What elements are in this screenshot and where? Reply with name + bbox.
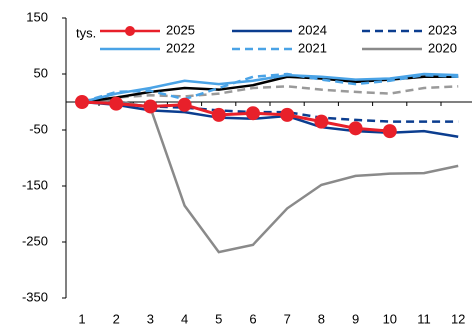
x-tick-label: 4 bbox=[181, 311, 188, 326]
unit-label: tys. bbox=[76, 25, 96, 40]
x-tick-label: 1 bbox=[78, 311, 85, 326]
y-tick-label: -50 bbox=[29, 121, 48, 136]
x-tick-label: 2 bbox=[113, 311, 120, 326]
point bbox=[348, 121, 363, 136]
point bbox=[211, 107, 226, 122]
series-line bbox=[81, 85, 459, 104]
legend-label: 2020 bbox=[428, 40, 457, 55]
x-tick-label: 6 bbox=[249, 311, 256, 326]
x-tick-label: 9 bbox=[352, 311, 359, 326]
x-tick-label: 8 bbox=[318, 311, 325, 326]
series-line bbox=[81, 72, 459, 104]
series-line bbox=[81, 75, 459, 104]
point bbox=[75, 95, 89, 109]
point bbox=[382, 124, 397, 139]
series-line bbox=[81, 100, 390, 133]
y-tick-label: -250 bbox=[22, 233, 48, 248]
legend-label: 2021 bbox=[298, 40, 327, 55]
legend-bg bbox=[96, 22, 470, 58]
x-tick-label: 12 bbox=[451, 311, 465, 326]
point bbox=[280, 107, 295, 122]
point bbox=[314, 114, 329, 129]
x-tick-label: 11 bbox=[417, 311, 431, 326]
x-tick-label: 10 bbox=[383, 311, 397, 326]
legend-label: 2022 bbox=[166, 40, 195, 55]
point bbox=[109, 96, 124, 111]
legend-label: 2024 bbox=[298, 22, 327, 37]
x-tick-label: 5 bbox=[215, 311, 222, 326]
y-tick-label: 150 bbox=[26, 9, 48, 24]
y-tick-label: 50 bbox=[34, 65, 48, 80]
x-tick-label: 3 bbox=[147, 311, 154, 326]
point bbox=[246, 106, 260, 121]
point bbox=[143, 99, 158, 114]
series-line bbox=[81, 100, 459, 138]
x-tick-label: 7 bbox=[284, 311, 291, 326]
y-tick-label: -350 bbox=[22, 289, 48, 304]
legend-label: 2023 bbox=[428, 22, 457, 37]
y-tick-label: -150 bbox=[22, 177, 48, 192]
legend-marker bbox=[125, 26, 135, 36]
point bbox=[177, 97, 192, 112]
series-line bbox=[81, 100, 459, 123]
series-line bbox=[81, 99, 459, 254]
legend-label: 2025 bbox=[166, 22, 195, 37]
